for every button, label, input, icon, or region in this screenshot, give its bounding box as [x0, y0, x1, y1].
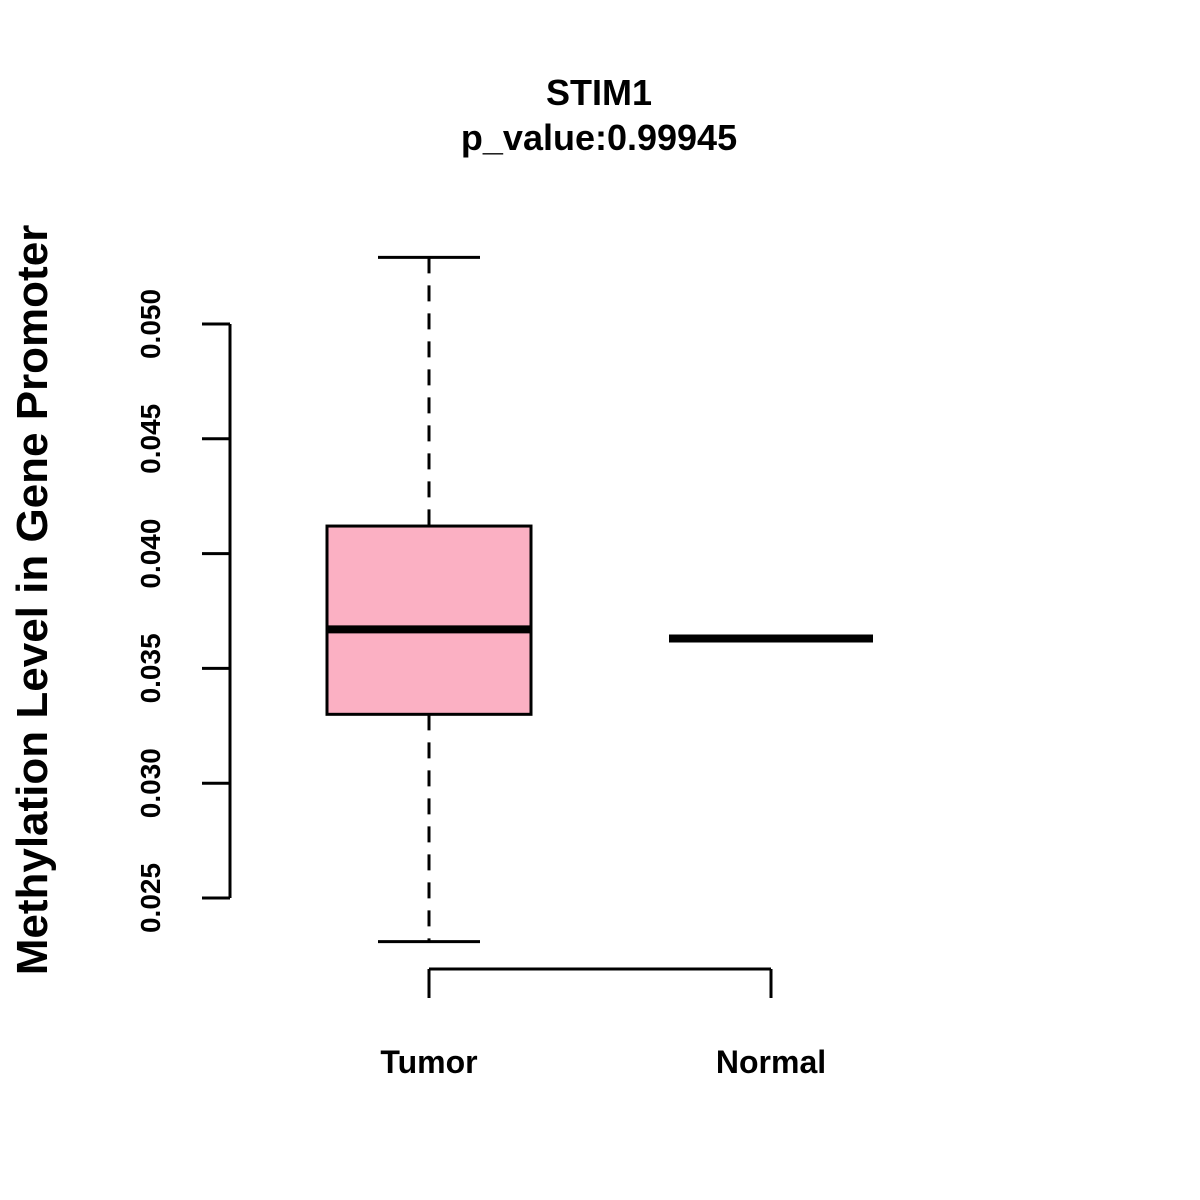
y-tick-label: 0.050	[135, 289, 166, 359]
box-tumor	[325, 524, 533, 716]
y-tick-label: 0.040	[135, 519, 166, 589]
x-axis: Tumor Normal	[380, 967, 826, 1080]
y-tick-label: 0.045	[135, 404, 166, 474]
x-tick-label: Normal	[716, 1044, 826, 1080]
y-tick-label: 0.030	[135, 748, 166, 818]
y-tick-label: 0.025	[135, 863, 166, 933]
boxes-group	[325, 255, 873, 944]
chart-title: STIM1	[546, 72, 652, 113]
y-axis-label: Methylation Level in Gene Promoter	[8, 225, 57, 976]
x-tick-label: Tumor	[380, 1044, 477, 1080]
y-axis: 0.025 0.030 0.035 0.040 0.045 0.050	[135, 289, 232, 933]
y-tick-label: 0.035	[135, 633, 166, 703]
chart-subtitle: p_value:0.99945	[461, 117, 737, 158]
